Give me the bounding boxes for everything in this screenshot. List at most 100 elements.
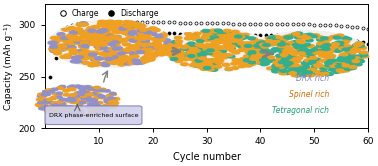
Circle shape [109, 35, 117, 38]
Circle shape [107, 34, 115, 38]
Charge [366, 28, 370, 30]
Circle shape [98, 30, 106, 33]
Circle shape [292, 43, 300, 46]
Circle shape [226, 40, 233, 43]
Circle shape [307, 55, 315, 58]
Circle shape [320, 67, 327, 70]
Circle shape [89, 111, 95, 113]
Circle shape [277, 48, 285, 51]
Circle shape [100, 88, 106, 91]
Circle shape [336, 34, 344, 37]
Circle shape [284, 61, 291, 64]
Circle shape [353, 57, 360, 60]
Circle shape [212, 36, 220, 39]
Circle shape [280, 69, 287, 72]
Circle shape [147, 57, 155, 60]
Circle shape [321, 45, 328, 48]
Discharge [366, 43, 370, 45]
Circle shape [243, 47, 251, 50]
Circle shape [282, 48, 289, 51]
Circle shape [103, 61, 111, 64]
Circle shape [153, 44, 161, 47]
Circle shape [95, 47, 104, 50]
Circle shape [300, 48, 308, 51]
Circle shape [78, 111, 84, 114]
Circle shape [307, 49, 314, 52]
Circle shape [98, 22, 105, 25]
Circle shape [144, 31, 152, 34]
Circle shape [203, 60, 211, 63]
Circle shape [166, 47, 174, 50]
Circle shape [92, 62, 100, 65]
Circle shape [118, 52, 125, 55]
Circle shape [110, 106, 116, 108]
Legend: Charge, Discharge: Charge, Discharge [52, 5, 161, 21]
Circle shape [125, 37, 133, 40]
Circle shape [277, 45, 285, 48]
Circle shape [221, 54, 228, 56]
Circle shape [89, 53, 97, 56]
Circle shape [243, 59, 251, 62]
Circle shape [243, 44, 251, 46]
Circle shape [39, 107, 45, 110]
Circle shape [325, 64, 332, 67]
Circle shape [303, 36, 311, 39]
Circle shape [149, 52, 157, 55]
Circle shape [258, 60, 265, 63]
Circle shape [338, 44, 346, 47]
Circle shape [315, 64, 323, 66]
Circle shape [176, 51, 183, 54]
Circle shape [157, 52, 165, 56]
Circle shape [175, 49, 183, 52]
Circle shape [82, 86, 88, 89]
Circle shape [96, 57, 104, 60]
Circle shape [267, 56, 275, 59]
Circle shape [285, 62, 293, 65]
Y-axis label: Capacity (mAh g⁻¹): Capacity (mAh g⁻¹) [4, 23, 13, 110]
Circle shape [303, 68, 310, 70]
Circle shape [252, 57, 259, 60]
Circle shape [94, 86, 100, 89]
Circle shape [129, 39, 137, 42]
Circle shape [193, 58, 201, 60]
Circle shape [352, 47, 359, 50]
Circle shape [141, 57, 149, 60]
Circle shape [212, 44, 220, 47]
Circle shape [211, 53, 218, 56]
Circle shape [85, 40, 93, 43]
Circle shape [39, 104, 45, 107]
Circle shape [249, 48, 256, 51]
Circle shape [41, 94, 47, 96]
Circle shape [260, 54, 267, 57]
Circle shape [49, 89, 55, 91]
Circle shape [135, 24, 143, 27]
Circle shape [273, 37, 280, 39]
Circle shape [256, 48, 263, 51]
Circle shape [299, 44, 306, 47]
Circle shape [175, 55, 182, 58]
Circle shape [68, 48, 77, 51]
Circle shape [127, 30, 135, 33]
Circle shape [56, 95, 62, 97]
Circle shape [356, 42, 363, 45]
Circle shape [325, 52, 333, 54]
Circle shape [61, 37, 69, 40]
Circle shape [234, 60, 241, 63]
Circle shape [150, 37, 158, 40]
Circle shape [259, 57, 266, 60]
Circle shape [183, 53, 190, 56]
Circle shape [187, 34, 195, 36]
Circle shape [59, 36, 67, 39]
Circle shape [201, 35, 209, 38]
Circle shape [260, 60, 267, 62]
Circle shape [89, 87, 95, 89]
Circle shape [246, 50, 253, 53]
Discharge [107, 31, 112, 33]
Circle shape [87, 51, 95, 54]
Circle shape [313, 48, 321, 51]
Circle shape [43, 90, 49, 93]
Circle shape [102, 53, 110, 56]
Circle shape [51, 104, 57, 107]
Circle shape [202, 29, 210, 32]
Circle shape [294, 46, 302, 48]
